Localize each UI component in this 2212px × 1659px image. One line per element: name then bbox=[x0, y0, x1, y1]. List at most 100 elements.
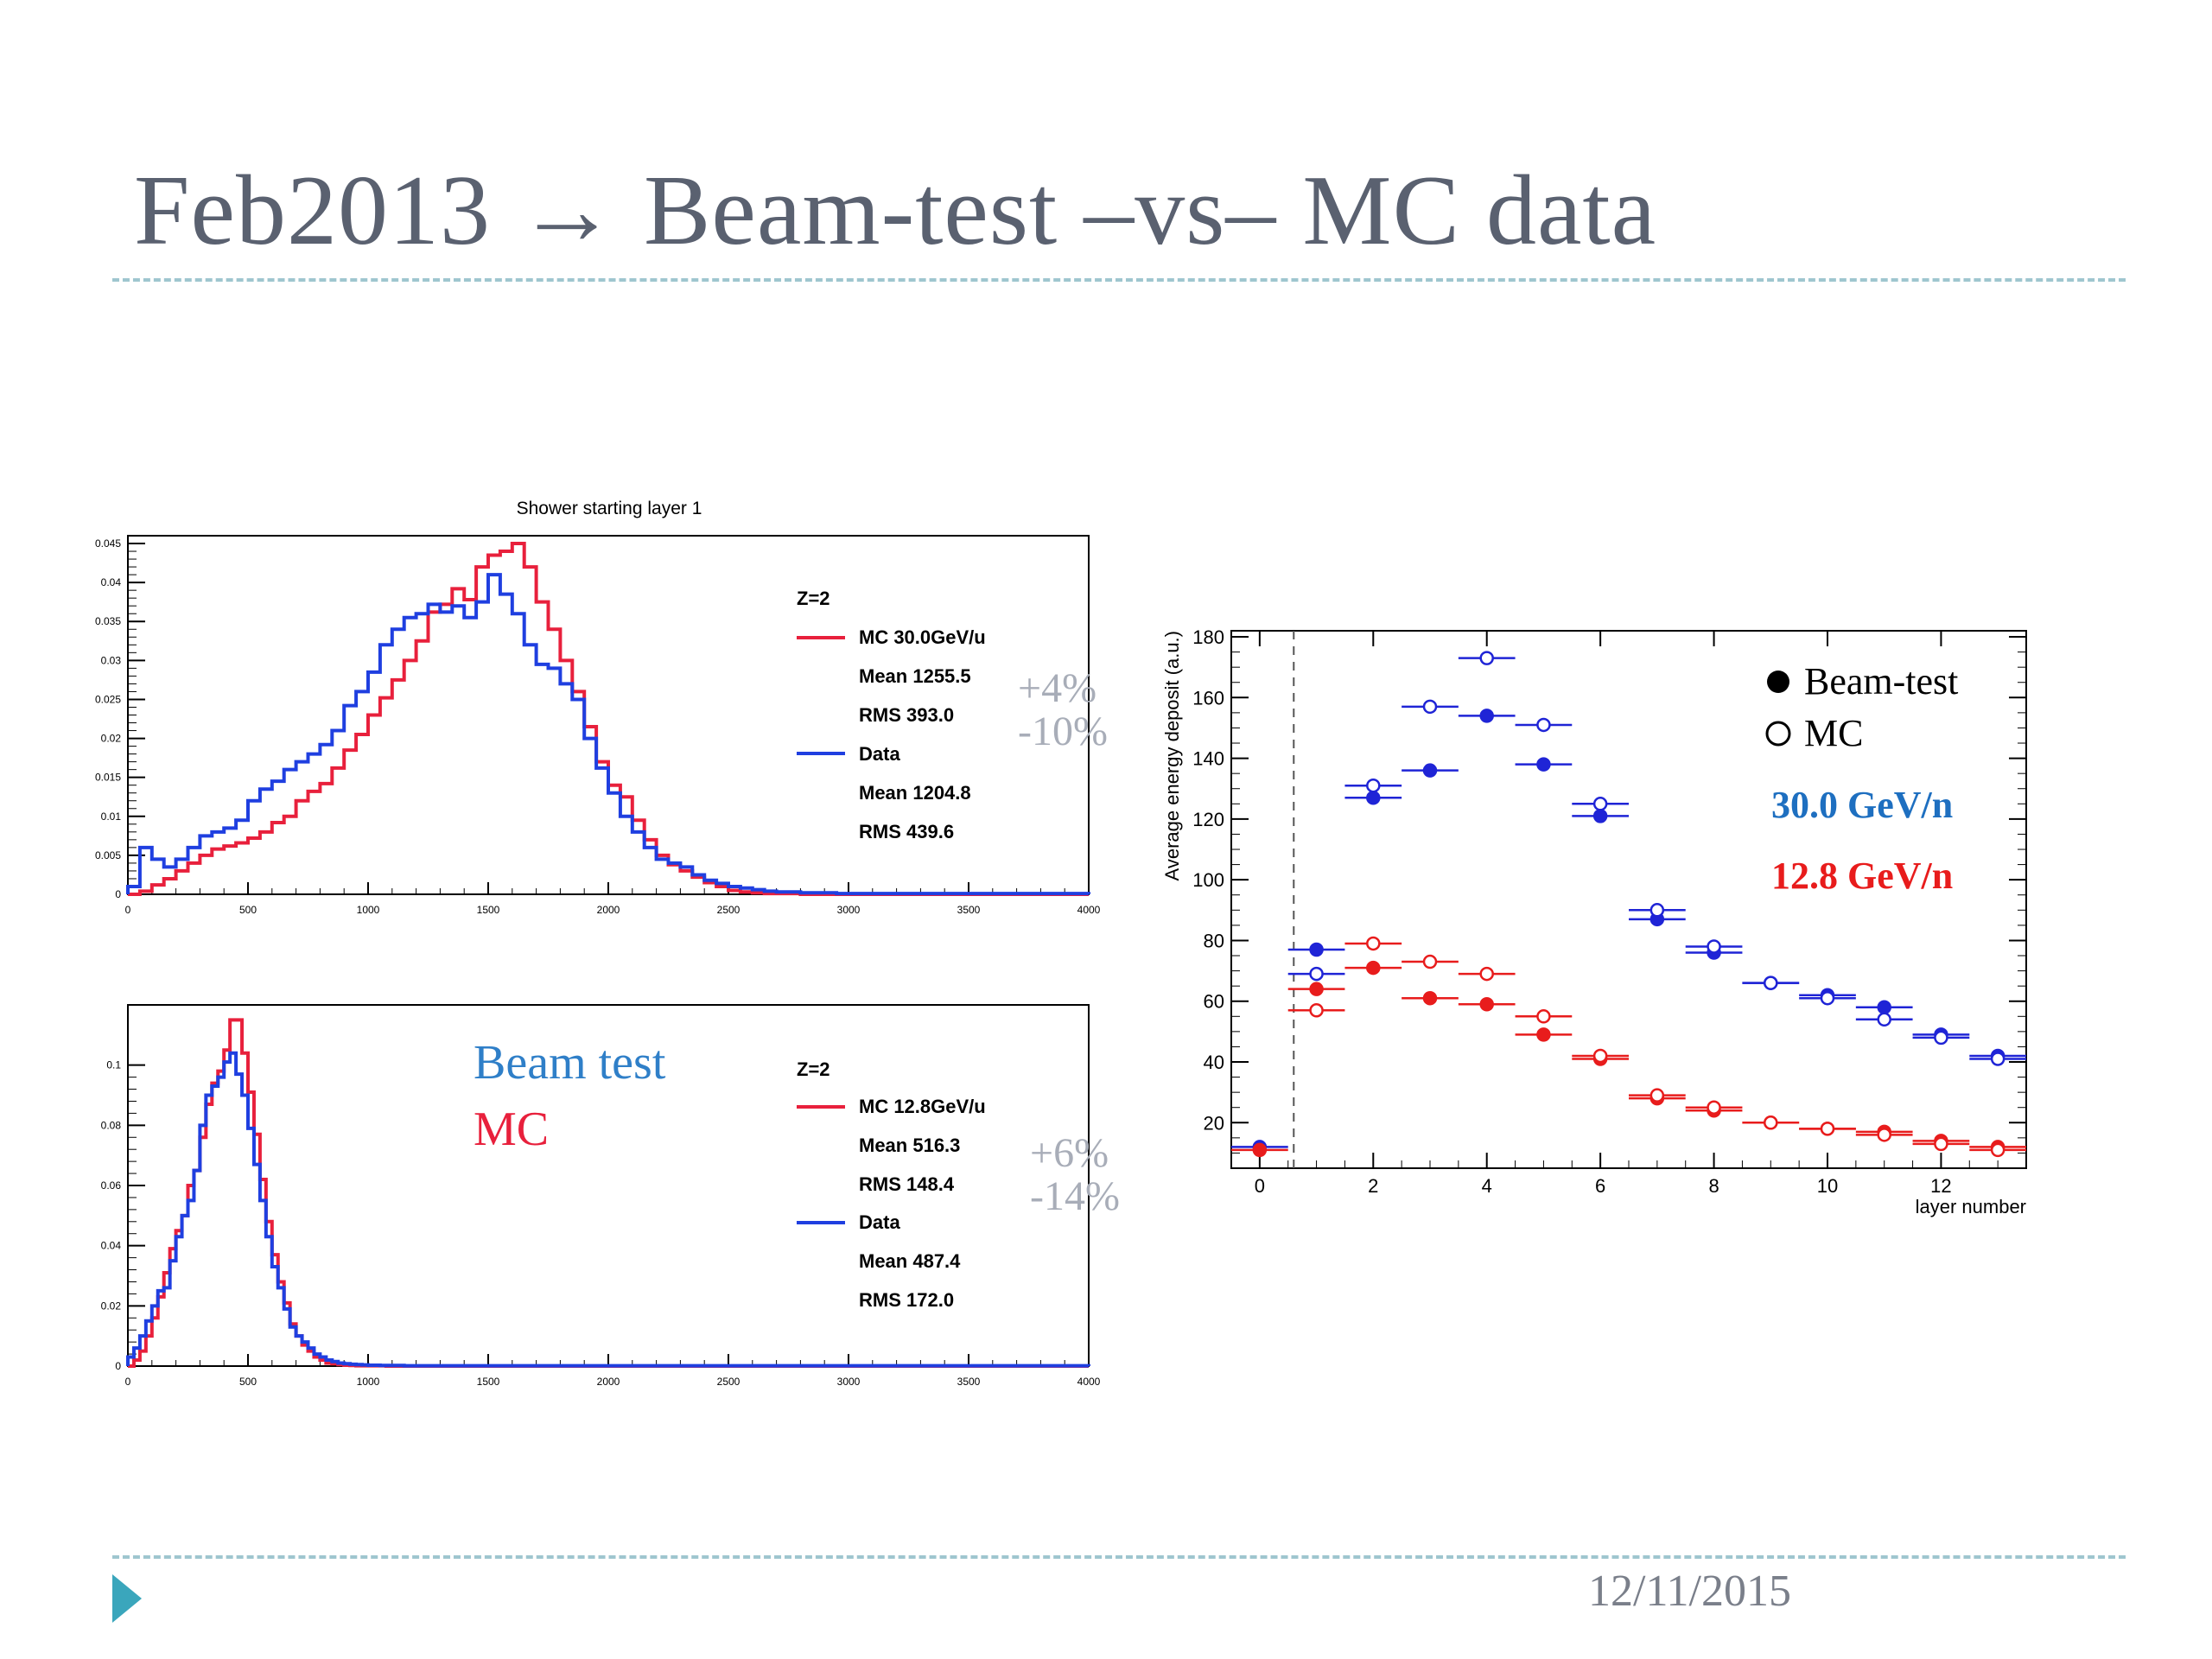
layer-profile-legend: Beam-test MC 30.0 GeV/n 12.8 GeV/n bbox=[1765, 660, 1958, 897]
x-tick-label: 1000 bbox=[357, 1376, 380, 1388]
y-tick-label: 0.01 bbox=[101, 810, 122, 823]
data-point-open bbox=[1422, 699, 1438, 715]
annotation-minus: -14% bbox=[1030, 1173, 1120, 1219]
x-tick-label: 12 bbox=[1930, 1175, 1951, 1197]
x-tick-label: 6 bbox=[1595, 1175, 1605, 1197]
data-point-open bbox=[1649, 903, 1665, 918]
slide-date: 12/11/2015 bbox=[1588, 1567, 1791, 1616]
data-point-open bbox=[1877, 1128, 1891, 1142]
y-tick-label: 60 bbox=[1204, 991, 1224, 1013]
y-tick-label: 0.06 bbox=[101, 1179, 122, 1192]
y-tick-label: 40 bbox=[1204, 1052, 1224, 1073]
x-tick-label: 8 bbox=[1708, 1175, 1719, 1197]
data-point-open bbox=[1479, 651, 1494, 665]
data-point-open bbox=[1422, 954, 1438, 969]
data-point-open bbox=[1649, 1088, 1665, 1103]
data-point-open bbox=[1707, 939, 1721, 954]
data-point-open bbox=[1309, 1003, 1324, 1018]
y-tick-label: 180 bbox=[1192, 626, 1224, 648]
y-tick-label: 0 bbox=[115, 888, 121, 900]
x-tick-label: 0 bbox=[125, 904, 131, 916]
x-tick-label: 500 bbox=[239, 1376, 257, 1388]
y-tick-label: 0.03 bbox=[101, 654, 122, 666]
data-point-open bbox=[1707, 1100, 1721, 1115]
legend-label-data: Data bbox=[859, 743, 900, 765]
header-divider bbox=[112, 278, 2126, 282]
y-tick-label: 0.025 bbox=[95, 693, 121, 705]
y-tick-label: 0.02 bbox=[101, 1300, 122, 1312]
y-tick-label: 0.045 bbox=[95, 537, 121, 550]
annotation-minus: -10% bbox=[1018, 709, 1108, 754]
legend-label-data: Data bbox=[859, 1211, 900, 1233]
data-point-filled bbox=[1536, 757, 1551, 772]
y-tick-label: 100 bbox=[1192, 869, 1224, 891]
x-tick-label: 4000 bbox=[1077, 1376, 1101, 1388]
legend-mean-mc: Mean 516.3 bbox=[859, 1135, 960, 1156]
y-tick-label: 0.04 bbox=[101, 1240, 122, 1252]
footer-divider bbox=[112, 1555, 2126, 1559]
data-point-filled bbox=[1366, 791, 1381, 805]
y-tick-label: 80 bbox=[1204, 930, 1224, 951]
data-point-open bbox=[1764, 1116, 1778, 1130]
data-point-filled bbox=[1592, 809, 1608, 823]
histogram-bottom-legend: Z=2 MC 12.8GeV/u Mean 516.3 RMS 148.4 Da… bbox=[797, 1058, 986, 1311]
data-point-open bbox=[1479, 966, 1494, 982]
x-tick-label: 3000 bbox=[837, 1376, 861, 1388]
histogram-top-title: Shower starting layer 1 bbox=[517, 499, 702, 518]
data-point-filled bbox=[1422, 990, 1438, 1006]
x-tick-label: 2000 bbox=[597, 904, 620, 916]
data-point-open bbox=[1536, 1009, 1551, 1024]
data-point-open bbox=[1764, 976, 1778, 990]
y-tick-label: 0 bbox=[115, 1360, 121, 1372]
x-tick-label: 2500 bbox=[717, 904, 741, 916]
legend-energy-high: 30.0 GeV/n bbox=[1771, 784, 1953, 826]
legend-rms-data: RMS 172.0 bbox=[859, 1289, 954, 1311]
histogram-series-line bbox=[126, 573, 1090, 896]
x-tick-label: 500 bbox=[239, 904, 257, 916]
annotation-plus: +4% bbox=[1018, 665, 1096, 711]
histogram-top-legend: Z=2 MC 30.0GeV/u Mean 1255.5 RMS 393.0 D… bbox=[797, 588, 986, 842]
y-axis-label: Average energy deposit (a.u.) bbox=[1161, 631, 1183, 880]
legend-energy-low: 12.8 GeV/n bbox=[1771, 855, 1953, 897]
mc-label: MC bbox=[474, 1103, 549, 1156]
legend-label-mc: MC 30.0GeV/u bbox=[859, 626, 986, 648]
data-point-open bbox=[1990, 1052, 2005, 1066]
data-point-open bbox=[1366, 936, 1381, 951]
legend-header: Z=2 bbox=[797, 588, 830, 609]
x-tick-label: 4 bbox=[1482, 1175, 1492, 1197]
data-point-filled bbox=[1877, 1000, 1891, 1015]
data-point-open bbox=[1592, 797, 1608, 811]
y-tick-label: 0.1 bbox=[106, 1059, 121, 1071]
data-point-filled bbox=[1366, 960, 1381, 976]
legend-mean-data: Mean 487.4 bbox=[859, 1250, 961, 1272]
data-point-open bbox=[1877, 1012, 1891, 1027]
legend-header: Z=2 bbox=[797, 1058, 830, 1080]
x-tick-label: 1000 bbox=[357, 904, 380, 916]
x-axis-label: layer number bbox=[1916, 1196, 2026, 1217]
y-tick-label: 20 bbox=[1204, 1112, 1224, 1134]
y-tick-label: 160 bbox=[1192, 687, 1224, 709]
slide-marker-icon bbox=[112, 1574, 142, 1623]
legend-beam-test: Beam-test bbox=[1804, 660, 1958, 702]
data-point-filled bbox=[1479, 996, 1494, 1012]
data-point-open bbox=[1990, 1142, 2005, 1158]
layer-profile-frame bbox=[1230, 630, 2027, 1169]
y-tick-label: 0.04 bbox=[101, 576, 122, 588]
y-tick-label: 140 bbox=[1192, 748, 1224, 770]
data-point-open bbox=[1366, 778, 1381, 793]
data-point-open bbox=[1934, 1030, 1948, 1046]
y-tick-label: 0.015 bbox=[95, 772, 121, 784]
x-tick-label: 0 bbox=[1255, 1175, 1265, 1197]
x-tick-label: 10 bbox=[1817, 1175, 1838, 1197]
x-tick-label: 3500 bbox=[957, 1376, 981, 1388]
legend-open-circle-icon bbox=[1765, 721, 1791, 747]
y-tick-label: 0.005 bbox=[95, 849, 121, 861]
y-tick-label: 0.08 bbox=[101, 1119, 122, 1131]
data-point-filled bbox=[1252, 1142, 1268, 1158]
y-tick-label: 120 bbox=[1192, 809, 1224, 830]
x-tick-label: 2500 bbox=[717, 1376, 741, 1388]
y-tick-label: 0.02 bbox=[101, 733, 122, 745]
legend-mc: MC bbox=[1804, 712, 1863, 754]
